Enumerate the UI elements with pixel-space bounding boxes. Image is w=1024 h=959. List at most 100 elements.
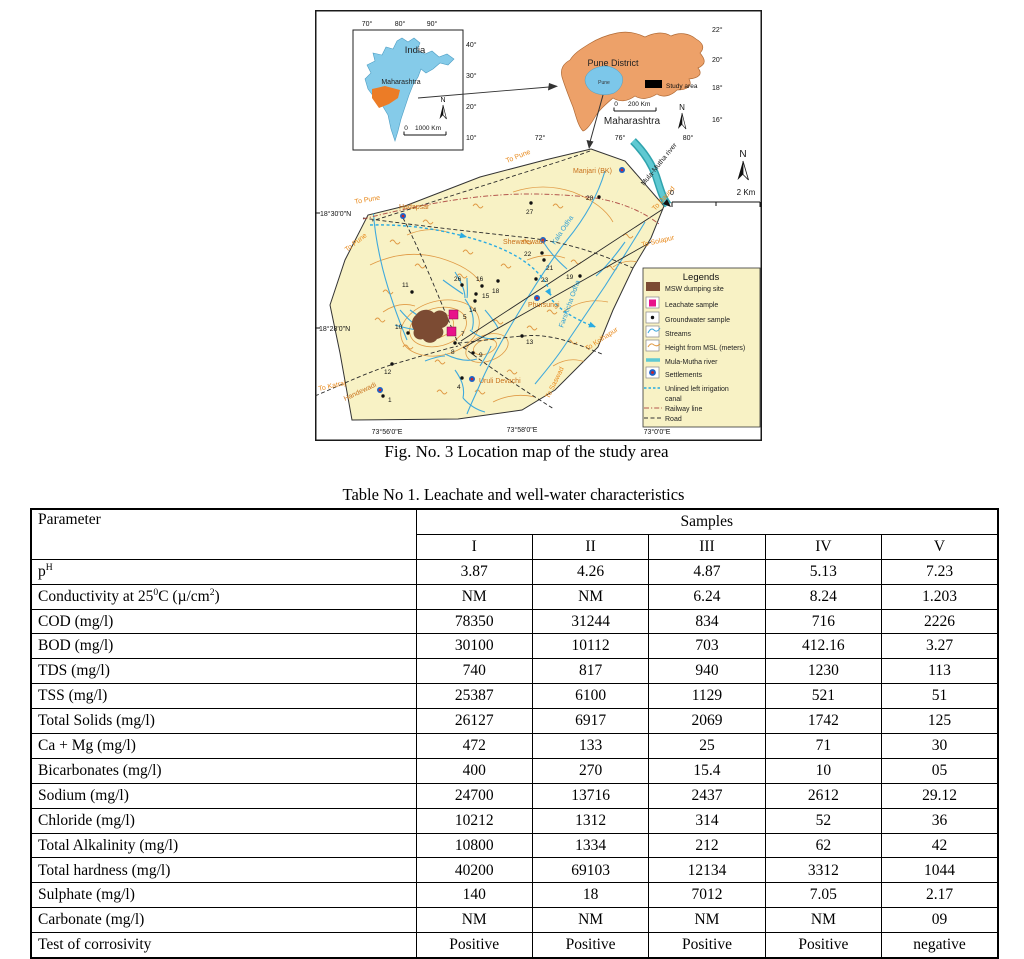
table-row: Test of corrosivity Positive Positive Posit… <box>30 932 999 959</box>
table-row: Total Solids (mg/l) 26127 6917 2069 1742 125 <box>30 708 999 735</box>
groundwater-point-label: 27 <box>526 209 534 216</box>
value-cell: 42 <box>881 832 999 859</box>
value-cell: 3.27 <box>881 633 999 660</box>
value-cell: 1312 <box>531 807 650 834</box>
settlement-dot-center <box>470 377 474 381</box>
contour-mark <box>546 309 558 315</box>
pune-city-label: Pune <box>598 80 610 86</box>
value-cell: 834 <box>648 608 766 635</box>
scale-label: 2 Km <box>737 188 756 197</box>
road-direction-label: To Pune <box>354 195 381 206</box>
value-cell: 05 <box>881 757 999 784</box>
pune-inset: Pune Pune District Study area 0 200 Km M… <box>535 26 723 142</box>
value-cell: 7.23 <box>881 558 999 585</box>
legend-box: Legends MSW dumping site Leachate sample G… <box>642 267 761 428</box>
groundwater-point-label: 26 <box>454 276 462 283</box>
table-row: Conductivity at 250C (µ/cm2) NM NM 6.24 8.24… <box>30 583 999 610</box>
value-cell: 1334 <box>531 832 650 859</box>
samples-header: Samples <box>415 508 999 535</box>
india-tick-label: 20° <box>466 103 477 111</box>
value-cell: 1044 <box>881 857 999 884</box>
groundwater-point-dot <box>529 201 533 205</box>
value-cell: 26127 <box>415 708 533 735</box>
groundwater-point-label: 12 <box>384 369 392 376</box>
india-tick-label: 40° <box>466 41 477 49</box>
table-row: Carbonate (mg/l) NM NM NM NM 09 <box>30 907 999 934</box>
scale-zero-india: 0 <box>404 125 408 132</box>
legend-item-label: Streams <box>665 331 692 338</box>
scale-zero-pune: 0 <box>614 101 618 108</box>
parameter-cell: Ca + Mg (mg/l) <box>30 733 417 759</box>
legend-item: Leachate sample <box>645 296 718 309</box>
map-ticks: 18°30'0"N 18°28'0"N 73°56'0"E 73°58'0"E 73°0… <box>319 210 671 436</box>
contour-mark <box>521 239 533 245</box>
railway-line <box>362 193 660 225</box>
leachate-point-square <box>448 309 459 320</box>
scale-label-pune: 200 Km <box>628 101 650 108</box>
groundwater-point-dot <box>471 351 475 355</box>
contour-mark <box>456 273 468 279</box>
contour-mark <box>374 317 386 323</box>
contour-mark <box>434 359 446 365</box>
groundwater-point-dot <box>496 279 500 283</box>
value-cell: 314 <box>648 807 766 834</box>
legend-swatch-dump <box>646 282 660 291</box>
leachate-point-square <box>446 326 457 337</box>
settlement-label: Uruli Devachi <box>479 378 521 385</box>
value-cell: 30100 <box>415 633 533 660</box>
inset-connector-arrows <box>417 83 604 149</box>
pune-district-shape <box>584 65 623 95</box>
india-tick-label: 90° <box>427 20 438 28</box>
legend-item-label: Groundwater sample <box>665 317 730 324</box>
legend-swatch-contour <box>645 339 660 352</box>
parameter-cell: TSS (mg/l) <box>30 683 417 710</box>
north-arrow-main: N <box>737 149 749 181</box>
mula-mutha-river <box>630 138 672 208</box>
table-title: Table No 1. Leachate and well-water char… <box>342 485 685 504</box>
groundwater-point-dot <box>460 283 464 287</box>
value-cell: 703 <box>648 633 766 660</box>
groundwater-point-label: 19 <box>566 274 574 281</box>
table-row: COD (mg/l) 78350 31244 834 716 2226 <box>30 608 999 635</box>
arrow-india-to-pune <box>548 83 558 91</box>
india-tick-label: 70° <box>362 20 373 28</box>
pune-tick-label: 20° <box>712 56 723 64</box>
india-tick-label: 10° <box>466 134 477 142</box>
value-cell: 7.05 <box>764 882 883 909</box>
groundwater-point-dot <box>480 284 484 288</box>
legend-item: Height from MSL (meters) <box>645 339 745 352</box>
groundwater-point-dot <box>578 274 582 278</box>
legend-item: Groundwater sample <box>645 311 730 324</box>
scale-bar-main: 0 2 Km <box>670 188 761 207</box>
lat-tick-label: 18°28'0"N <box>319 325 350 333</box>
maharashtra-label-pune: Maharashtra <box>604 116 661 127</box>
leachate-table: Parameter Samples I II III IV V pH 3.87 4.26 4.… <box>30 508 999 959</box>
parameter-cell: Total hardness (mg/l) <box>30 857 417 884</box>
legend-swatch-contour-line <box>647 343 661 348</box>
north-label-india: N <box>440 97 445 104</box>
groundwater-point-dot <box>520 334 524 338</box>
contour-mark <box>389 239 401 245</box>
value-cell: 400 <box>415 757 533 784</box>
canal-flow-arrow <box>588 321 596 328</box>
table-row: Sodium (mg/l) 24700 13716 2437 2612 29.12 <box>30 782 999 809</box>
legend-item: Railway line <box>644 406 702 413</box>
groundwater-point-label: 8 <box>451 349 455 356</box>
value-cell: 940 <box>648 658 766 685</box>
value-cell: 10 <box>764 757 883 784</box>
sample-col-header: II <box>531 533 650 560</box>
value-cell: 6.24 <box>648 583 766 610</box>
legend-item-label: Railway line <box>665 406 702 413</box>
contour-mark <box>552 203 564 209</box>
value-cell: 18 <box>531 882 650 909</box>
legend-item-label: Road <box>665 416 682 423</box>
north-label: N <box>739 149 746 160</box>
streams <box>372 170 646 415</box>
settlement-label: Shewalewadi <box>503 239 545 246</box>
settlement-label: Manjari (BK) <box>573 168 612 175</box>
value-cell: 6100 <box>531 683 650 710</box>
table-row: Sulphate (mg/l) 140 18 7012 7.05 2.17 <box>30 882 999 909</box>
value-cell: 113 <box>881 658 999 685</box>
value-cell: NM <box>531 583 650 610</box>
